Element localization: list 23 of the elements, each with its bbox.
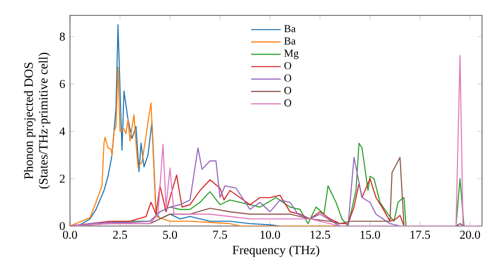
y-tick-label: 0	[60, 222, 65, 230]
x-tick-label: 15.0	[360, 230, 380, 239]
legend-label: O	[284, 74, 292, 82]
x-tick-label: 2.5	[113, 230, 128, 239]
legend-label: O	[284, 86, 292, 94]
x-tick-label: 10.0	[260, 230, 280, 239]
legend-label: Mg	[284, 50, 299, 60]
y-axis-title: Phonon projected DOS (States/THz·primitive cell)	[24, 52, 50, 189]
y-tick-label: 4	[60, 127, 66, 136]
x-tick-label: 5.0	[163, 230, 178, 239]
x-tick-label: 12.5	[310, 230, 330, 239]
x-tick-label: 20.0	[460, 230, 480, 239]
y-tick-label: 8	[60, 32, 65, 41]
legend-label: Ba	[284, 25, 296, 32]
legend-label: O	[284, 99, 292, 106]
y-tick-label: 2	[60, 174, 65, 183]
x-tick-label: 7.5	[213, 230, 228, 239]
x-axis-title: Frequency (THz)	[232, 245, 320, 257]
x-tick-label: 0.0	[62, 230, 78, 239]
legend-label: O	[284, 62, 292, 70]
y-tick-label: 6	[60, 80, 65, 88]
x-tick-label: 17.5	[410, 230, 430, 239]
legend-label: Ba	[284, 37, 296, 45]
